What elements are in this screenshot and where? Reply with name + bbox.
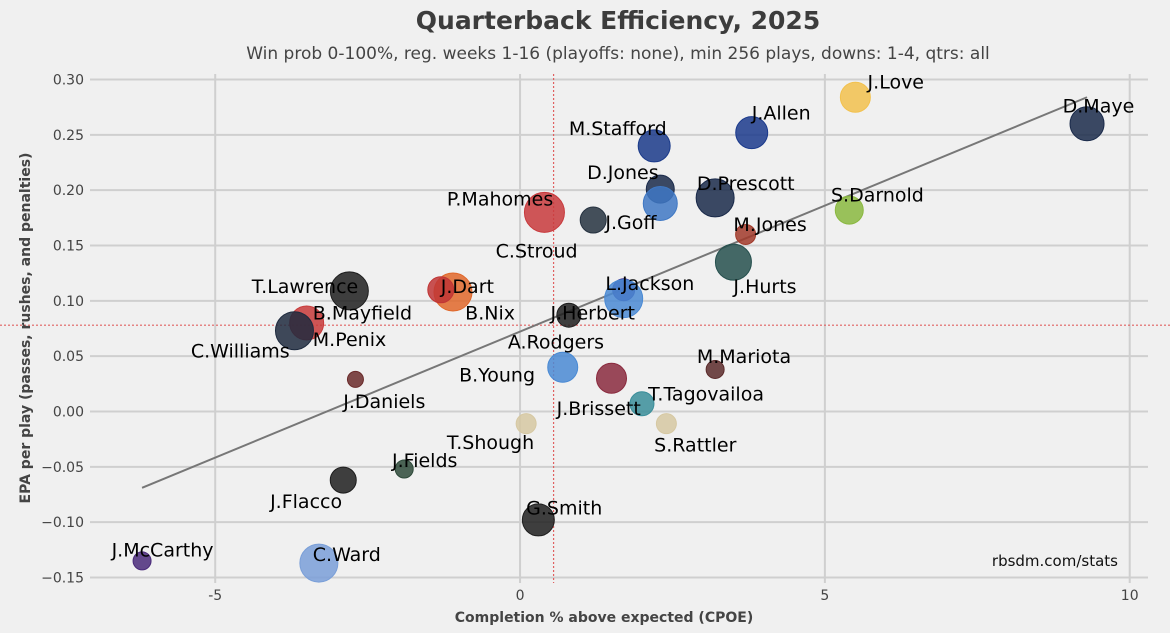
y-tick-label: 0.00 <box>53 404 84 420</box>
x-tick-label: 5 <box>820 588 829 604</box>
point-c-ward <box>299 543 339 583</box>
y-axis-label: EPA per play (passes, rushes, and penalt… <box>18 153 34 504</box>
label-t-tagovailoa: T.Tagovailoa <box>647 383 764 405</box>
point-a-rodgers <box>547 351 579 383</box>
label-t-lawrence: T.Lawrence <box>251 276 358 298</box>
label-d-prescott: D.Prescott <box>697 173 795 195</box>
point-labels: J.Love D.Maye J.Allen M.Stafford D.Jones D.Pr… <box>111 71 1135 565</box>
label-c-williams: C.Williams <box>191 340 290 362</box>
label-m-mariota: M.Mariota <box>697 346 791 368</box>
label-d-maye: D.Maye <box>1063 96 1135 118</box>
chart-title: Quarterback Efficiency, 2025 <box>415 6 821 35</box>
label-j-love: J.Love <box>867 71 924 93</box>
y-tick-label: −0.15 <box>41 570 84 586</box>
y-tick-label: 0.10 <box>53 294 84 310</box>
x-tick-label: 0 <box>516 588 525 604</box>
label-d-jones: D.Jones <box>587 162 659 184</box>
point-m-stafford <box>637 129 671 163</box>
label-j-herbert: J.Herbert <box>550 303 635 325</box>
point-j-flacco <box>329 466 357 494</box>
point-j-hurts <box>714 243 752 281</box>
y-tick-label: −0.10 <box>41 515 84 531</box>
y-tick-label: 0.25 <box>53 128 84 144</box>
y-tick-label: 0.15 <box>53 239 84 255</box>
label-b-young: B.Young <box>459 365 535 387</box>
y-tick-label: 0.20 <box>53 183 84 199</box>
label-l-jackson: L.Jackson <box>605 273 694 295</box>
label-j-brissett: J.Brissett <box>556 398 641 420</box>
label-j-mccarthy: J.McCarthy <box>111 539 214 561</box>
point-j-goff <box>579 206 607 234</box>
label-c-ward: C.Ward <box>313 544 381 566</box>
label-b-mayfield: B.Mayfield <box>313 303 412 325</box>
label-s-darnold: S.Darnold <box>831 184 924 206</box>
label-m-penix: M.Penix <box>313 329 386 351</box>
label-a-rodgers: A.Rodgers <box>508 331 604 353</box>
y-tick-label: −0.05 <box>41 460 84 476</box>
point-p-mahomes <box>523 191 565 233</box>
label-j-fields: J.Fields <box>391 450 457 472</box>
point-j-allen <box>735 116 769 150</box>
reference-lines <box>0 74 1170 583</box>
point-j-fields <box>394 459 414 479</box>
y-tick-label: 0.05 <box>53 349 84 365</box>
point-m-jones <box>735 223 757 245</box>
point-g-smith <box>521 503 555 537</box>
x-axis-label: Completion % above expected (CPOE) <box>455 610 753 626</box>
point-d-prescott <box>695 178 735 218</box>
point-j-herbert <box>556 302 582 328</box>
label-m-jones: M.Jones <box>733 214 806 236</box>
point-j-daniels <box>346 370 364 388</box>
point-d-maye <box>1069 106 1105 142</box>
label-j-hurts: J.Hurts <box>732 276 796 298</box>
label-s-rattler: S.Rattler <box>654 434 736 456</box>
x-tick-label: -5 <box>208 588 222 604</box>
label-j-dart: J.Dart <box>440 276 494 298</box>
label-m-stafford: M.Stafford <box>569 118 667 140</box>
data-points <box>132 81 1105 583</box>
chart-subtitle: Win prob 0-100%, reg. weeks 1-16 (playof… <box>246 44 990 64</box>
grid-lines <box>90 74 1148 583</box>
point-m-mariota <box>705 359 725 379</box>
label-j-allen: J.Allen <box>751 102 811 124</box>
y-tick-label: 0.30 <box>53 73 84 89</box>
point-b-nix <box>604 279 644 319</box>
source-credit: rbsdm.com/stats <box>992 552 1118 570</box>
point-t-shough <box>515 413 537 435</box>
point-b-young <box>596 362 627 394</box>
label-t-shough: T.Shough <box>446 432 534 454</box>
point-j-brissett <box>655 413 677 435</box>
label-j-flacco: J.Flacco <box>269 491 342 513</box>
point-c-stroud <box>642 185 678 221</box>
label-c-stroud: C.Stroud <box>496 241 578 263</box>
label-p-mahomes: P.Mahomes <box>447 189 553 211</box>
label-b-nix: B.Nix <box>465 303 515 325</box>
point-m-penix <box>274 311 314 351</box>
tick-labels: 0.30 0.25 0.20 0.15 0.10 0.05 0.00 −0.05 −0.10 −0… <box>41 73 1139 604</box>
point-s-darnold <box>834 195 864 225</box>
point-j-love <box>839 81 871 113</box>
x-tick-label: 10 <box>1121 588 1139 604</box>
label-g-smith: G.Smith <box>526 497 602 519</box>
point-j-mccarthy <box>132 551 152 571</box>
point-t-tagovailoa <box>629 391 655 417</box>
label-j-daniels: J.Daniels <box>342 391 425 413</box>
point-j-dart-2 <box>427 276 455 304</box>
label-j-goff: J.Goff <box>604 212 657 234</box>
point-t-lawrence <box>329 271 369 311</box>
